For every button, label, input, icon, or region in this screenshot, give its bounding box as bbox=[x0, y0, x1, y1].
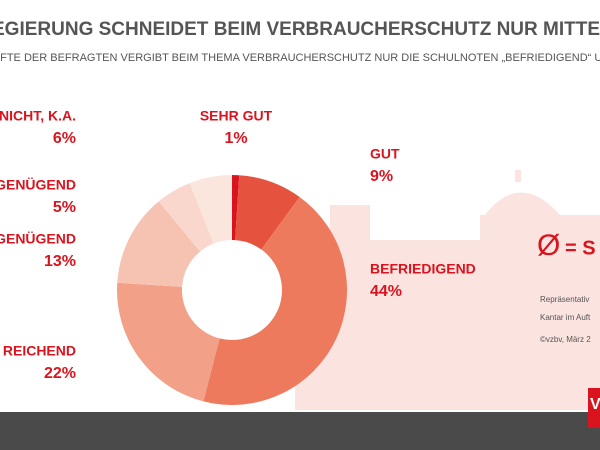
slice-label: GENÜGEND bbox=[0, 177, 76, 193]
chart-title: EGIERUNG SCHNEIDET BEIM VERBRAUCHERSCHUT… bbox=[0, 19, 600, 40]
background-building bbox=[295, 170, 600, 410]
pie bbox=[117, 175, 347, 405]
note: ©vzbv, März 2 bbox=[540, 335, 591, 344]
value-label: 44% bbox=[370, 283, 402, 300]
slice bbox=[117, 282, 220, 402]
value-label: 5% bbox=[53, 199, 76, 216]
average-symbol: Ø bbox=[537, 229, 560, 262]
average-label: = S bbox=[565, 237, 596, 259]
slice-label: BEFRIEDIGEND bbox=[370, 261, 476, 277]
slice-label: NICHT, K.A. bbox=[0, 108, 76, 124]
slice-label: GUT bbox=[370, 146, 400, 162]
note: Repräsentativ bbox=[540, 295, 589, 304]
value-label: 22% bbox=[44, 365, 76, 382]
note: Kantar im Auft bbox=[540, 313, 591, 322]
value-label: 1% bbox=[224, 130, 247, 147]
logo: V bbox=[590, 396, 600, 413]
value-label: 13% bbox=[44, 253, 76, 270]
value-label: 9% bbox=[370, 168, 393, 185]
slice bbox=[189, 175, 232, 244]
slice bbox=[117, 201, 201, 287]
value-label: 6% bbox=[53, 130, 76, 147]
slice-label: SEHR GUT bbox=[200, 108, 273, 124]
slice-label: REICHEND bbox=[3, 343, 76, 359]
slice bbox=[235, 175, 300, 250]
slice bbox=[158, 183, 214, 252]
slice bbox=[203, 196, 347, 405]
footer-bar bbox=[0, 412, 600, 450]
slice-label: GENÜGEND bbox=[0, 231, 76, 247]
chart-subtitle: LFTE DER BEFRAGTEN VERGIBT BEIM THEMA VE… bbox=[0, 52, 600, 64]
slice bbox=[232, 175, 240, 241]
logo-box bbox=[588, 388, 600, 428]
